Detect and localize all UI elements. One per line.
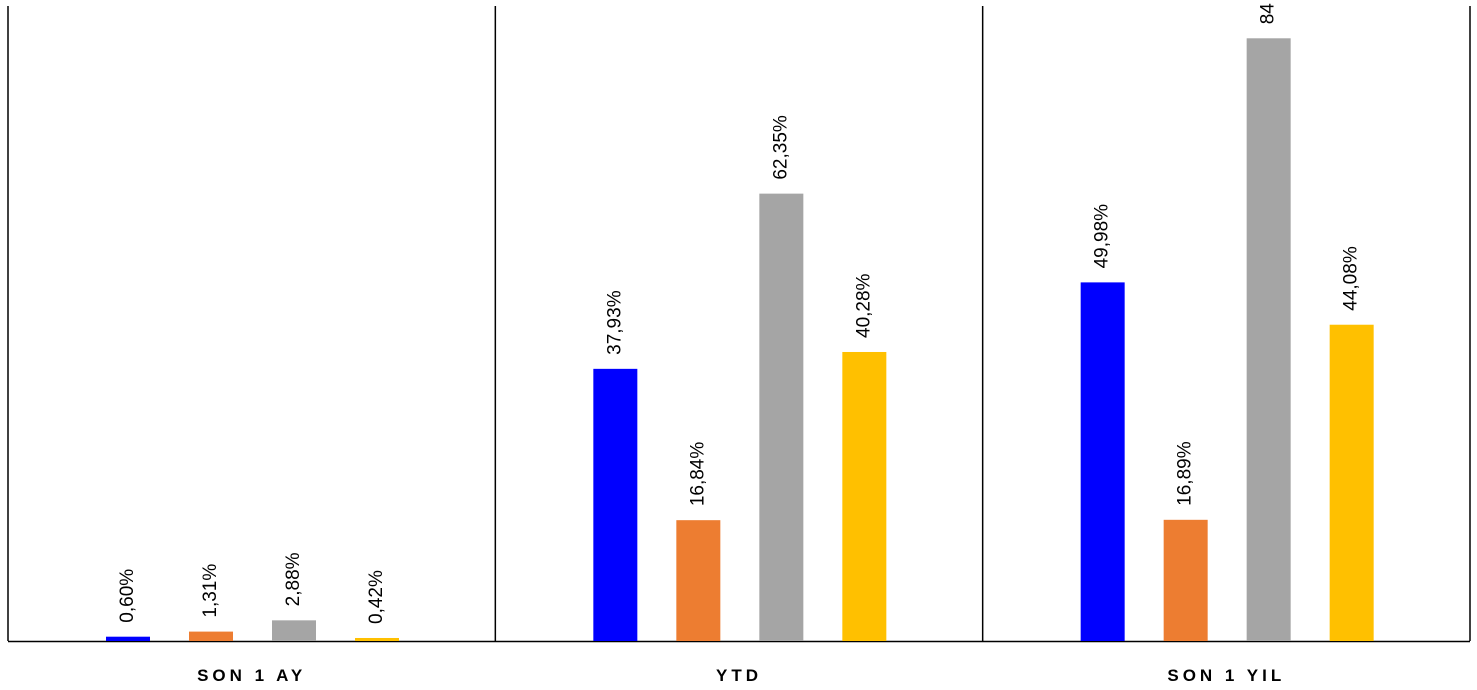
data-label: 16,89% [1175,441,1196,506]
data-label: 0,60% [117,569,138,623]
bar [1246,38,1291,641]
bar [355,637,399,641]
bar [189,631,233,641]
bar [1329,324,1374,641]
bar [593,368,638,641]
data-label: 16,84% [687,442,708,507]
data-label: 2,88% [283,552,304,606]
bar [842,351,887,641]
bar [759,193,804,641]
category-label: SON 1 AY [197,666,306,685]
data-label: 0,42% [366,570,387,624]
category-label: SON 1 YIL [1167,666,1285,685]
data-label: 37,93% [604,290,625,355]
data-label: 62,35% [770,115,791,180]
bar [272,620,316,641]
data-label: 84 [1258,3,1279,25]
bar [676,520,721,641]
bar [106,636,150,641]
data-label: 40,28% [853,273,874,338]
category-label: YTD [716,666,762,685]
plot-area: 0,60% 1,31% 2,88% 0,42% SON 1 AY 37,93% 16,84%… [7,3,1471,685]
data-label: 49,98% [1092,204,1113,269]
data-label: 44,08% [1341,246,1362,311]
bar [1163,519,1208,641]
bar [1080,282,1125,641]
data-label: 1,31% [200,564,221,618]
